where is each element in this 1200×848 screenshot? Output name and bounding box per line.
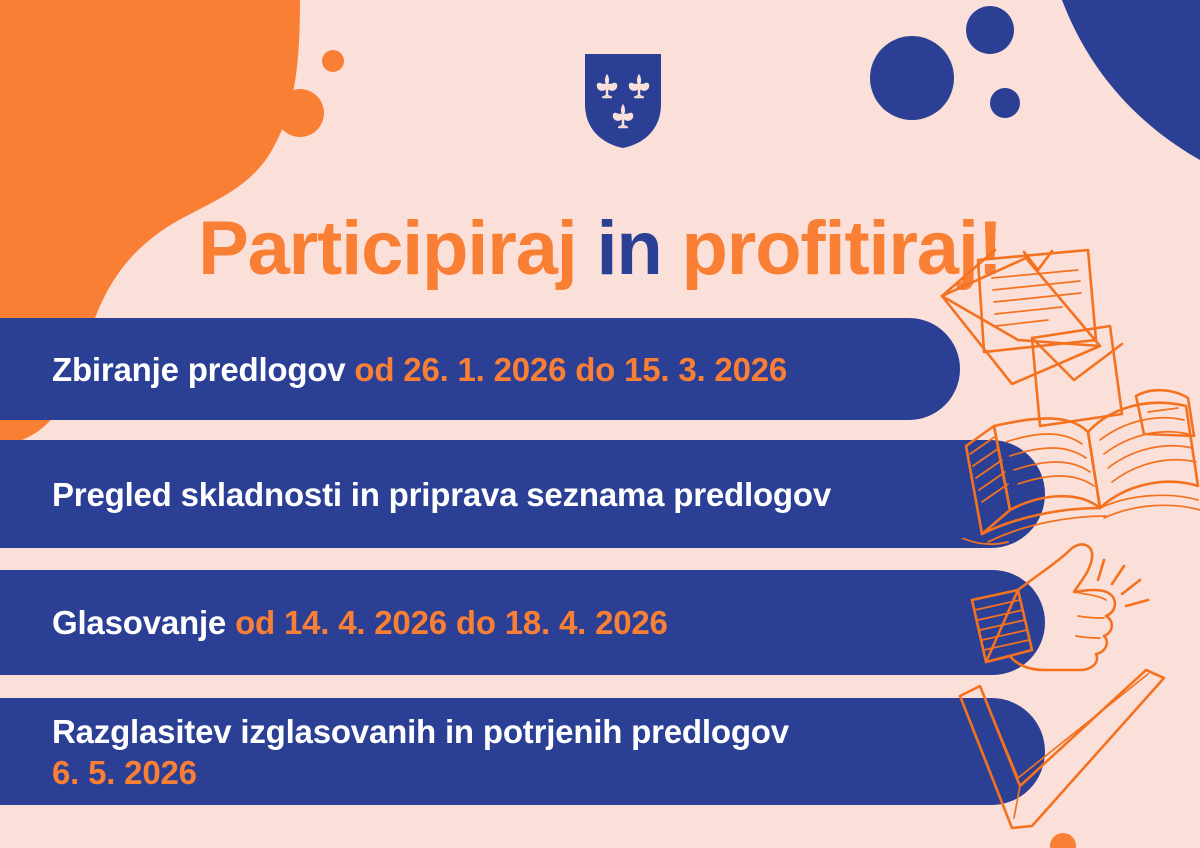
orange-dot-small (322, 50, 344, 72)
timeline-step-3-text: Glasovanje od 14. 4. 2026 do 18. 4. 2026 (52, 602, 668, 643)
timeline-step-4-date: 6. 5. 2026 (52, 753, 197, 791)
coat-of-arms-icon (585, 54, 661, 148)
timeline-step-2-text: Pregled skladnosti in priprava seznama p… (52, 474, 831, 515)
orange-dot-bottom (1050, 833, 1076, 848)
timeline-step-4: Razglasitev izglasovanih in potrjenih pr… (0, 698, 1045, 805)
title-part-one: Participiraj (198, 205, 578, 291)
timeline-list: Zbiranje predlogov od 26. 1. 2026 do 15.… (0, 318, 1200, 805)
page-title: Participiraj in profitiraj! (0, 203, 1200, 295)
timeline-step-2: Pregled skladnosti in priprava seznama p… (0, 440, 1045, 548)
orange-dot-large (276, 89, 324, 137)
timeline-step-1-date: od 26. 1. 2026 do 15. 3. 2026 (354, 350, 788, 388)
timeline-step-2-label: Pregled skladnosti in priprava seznama p… (52, 475, 831, 513)
timeline-step-3: Glasovanje od 14. 4. 2026 do 18. 4. 2026 (0, 570, 1045, 675)
blue-dot-small (990, 88, 1020, 118)
title-part-two: profitiraj! (681, 205, 1004, 291)
timeline-step-4-label: Razglasitev izglasovanih in potrjenih pr… (52, 712, 789, 750)
timeline-step-4-text: Razglasitev izglasovanih in potrjenih pr… (52, 711, 789, 793)
timeline-step-1: Zbiranje predlogov od 26. 1. 2026 do 15.… (0, 318, 960, 420)
timeline-step-1-label: Zbiranje predlogov (52, 350, 346, 388)
title-accent-word: in (596, 205, 662, 291)
blue-dot-large (870, 36, 954, 120)
timeline-step-1-text: Zbiranje predlogov od 26. 1. 2026 do 15.… (52, 349, 787, 390)
blue-dot-medium (966, 6, 1014, 54)
timeline-step-3-label: Glasovanje (52, 604, 227, 641)
blue-corner-wedge (1062, 0, 1200, 160)
timeline-step-3-date: od 14. 4. 2026 do 18. 4. 2026 (235, 604, 668, 641)
